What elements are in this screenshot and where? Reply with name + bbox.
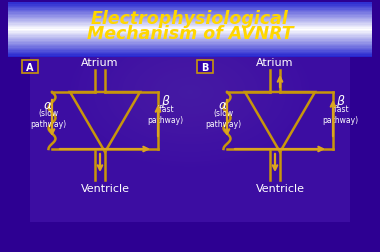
Bar	[8, 4, 372, 7]
Text: (slow
pathway): (slow pathway)	[205, 109, 241, 129]
Bar	[8, 30, 372, 32]
Bar	[8, 45, 372, 47]
Bar	[8, 10, 372, 12]
Bar	[8, 33, 372, 35]
Bar	[8, 14, 372, 16]
Text: Mechanism of AVNRT: Mechanism of AVNRT	[87, 25, 293, 43]
Bar	[8, 43, 372, 46]
Bar	[30, 30, 350, 222]
Bar	[8, 18, 372, 20]
Bar	[8, 27, 372, 29]
Text: Atrium: Atrium	[81, 58, 119, 68]
Bar	[8, 37, 372, 39]
Bar	[8, 39, 372, 42]
Bar	[8, 24, 372, 27]
Text: Ventricle: Ventricle	[255, 183, 304, 193]
Bar	[8, 7, 372, 9]
Bar	[8, 34, 372, 36]
Text: Atrium: Atrium	[256, 58, 294, 68]
Bar	[22, 61, 38, 74]
Text: α: α	[44, 98, 52, 111]
Text: α: α	[219, 98, 227, 111]
Bar	[8, 12, 372, 15]
Bar	[8, 6, 372, 8]
Text: β: β	[336, 94, 344, 107]
Text: (slow
pathway): (slow pathway)	[30, 109, 66, 129]
Bar	[8, 50, 372, 52]
Bar	[8, 38, 372, 40]
Bar	[8, 28, 372, 31]
Bar	[8, 23, 372, 25]
Text: Electrophysiological: Electrophysiological	[91, 10, 289, 28]
Bar	[8, 20, 372, 23]
Bar	[8, 19, 372, 21]
Bar	[197, 61, 213, 74]
Text: (fast
pathway): (fast pathway)	[147, 105, 183, 124]
Bar	[8, 49, 372, 51]
Bar	[8, 42, 372, 44]
Bar	[8, 15, 372, 17]
Text: Ventricle: Ventricle	[81, 183, 130, 193]
Bar	[8, 51, 372, 54]
Bar	[8, 16, 372, 19]
Text: (fast
pathway): (fast pathway)	[322, 105, 358, 124]
Bar	[8, 31, 372, 34]
Bar	[8, 3, 372, 5]
Text: β: β	[161, 94, 169, 107]
Text: A: A	[26, 62, 34, 72]
Bar	[8, 54, 372, 56]
Bar	[8, 53, 372, 55]
Bar	[8, 46, 372, 48]
Bar	[8, 8, 372, 11]
Bar	[8, 35, 372, 38]
Bar	[8, 11, 372, 13]
Text: B: B	[201, 62, 209, 72]
Bar	[8, 47, 372, 50]
Bar	[8, 22, 372, 24]
Bar	[8, 55, 372, 58]
Bar	[8, 26, 372, 28]
Bar	[8, 41, 372, 43]
